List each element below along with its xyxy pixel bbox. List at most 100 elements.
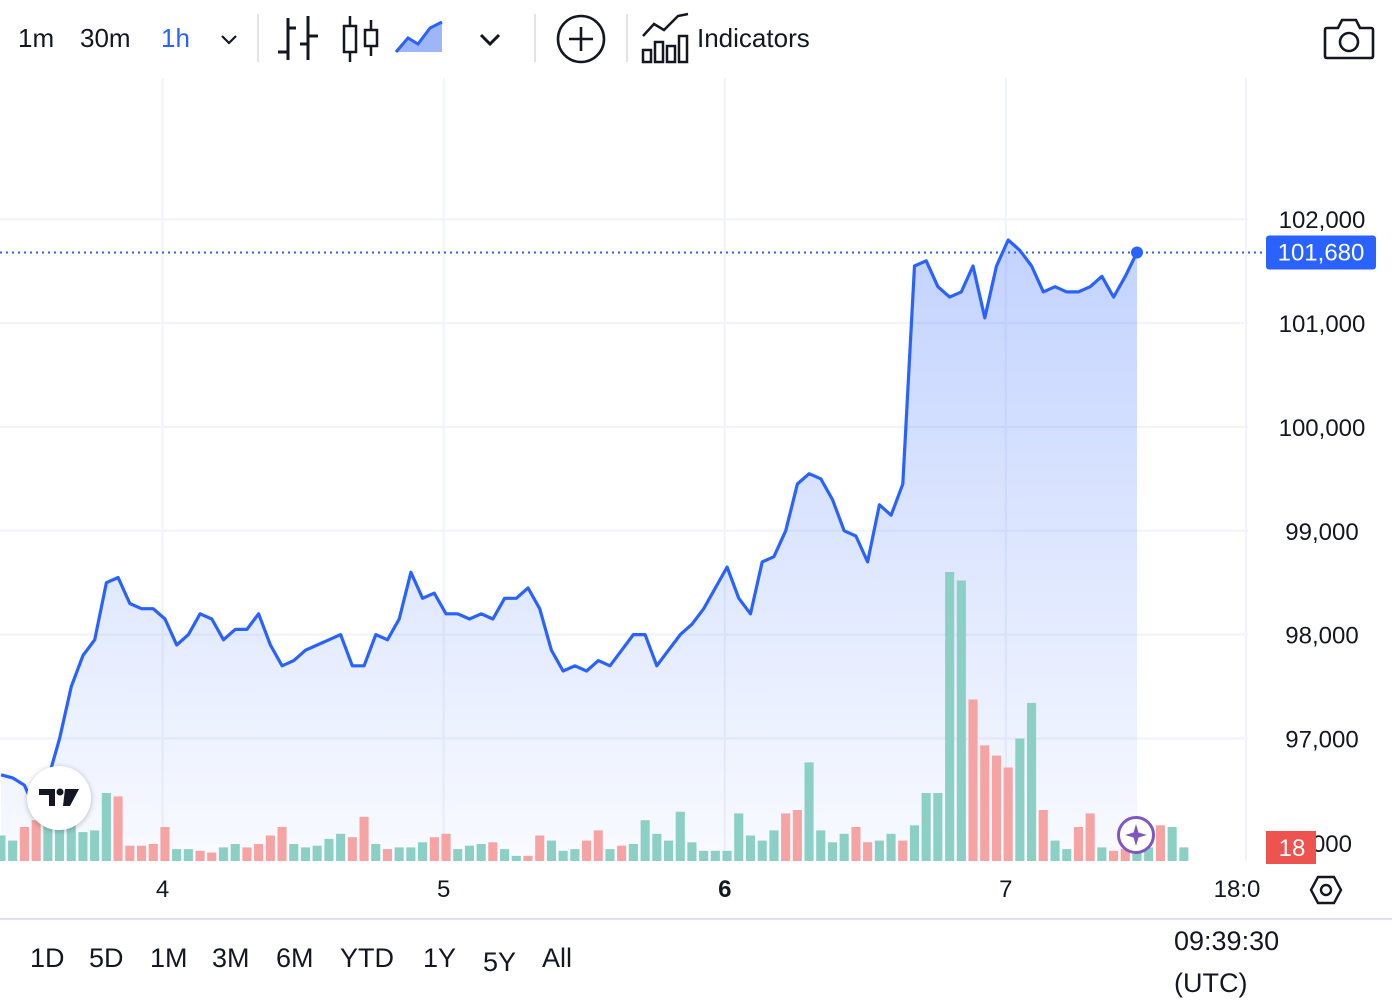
volume-bar [722, 850, 732, 861]
clock-timezone: (UTC) [1174, 968, 1248, 998]
y-tick-label: 101,000 [1279, 311, 1366, 338]
range-1m[interactable]: 1M [150, 943, 188, 973]
price-line [0, 238, 1266, 813]
volume-bar [300, 847, 310, 861]
volume-bar [0, 835, 6, 861]
volume-bar [652, 833, 662, 861]
settings-icon-center [1319, 883, 1333, 897]
volume-bar [734, 813, 744, 861]
toolbar-divider [534, 14, 536, 62]
volume-bar [839, 833, 849, 861]
toolbar-divider [257, 14, 259, 62]
range-all[interactable]: All [542, 943, 573, 973]
volume-bar [1167, 827, 1177, 861]
volume-bar [1073, 827, 1083, 861]
volume-badge-label: 18 [1279, 835, 1306, 862]
volume-bar [230, 844, 240, 861]
range-1y[interactable]: 1Y [423, 943, 457, 973]
x-tick-label: 4 [156, 876, 169, 903]
volume-bar [160, 827, 170, 861]
compare-plus-icon[interactable] [554, 12, 608, 66]
volume-bar [488, 842, 498, 861]
volume-bar [1132, 850, 1142, 861]
bar-chart-style-icon[interactable] [274, 14, 322, 64]
volume-bar [746, 835, 756, 861]
x-tick-label: 7 [999, 876, 1012, 903]
volume-bar [289, 844, 299, 861]
range-5y[interactable]: 5Y [483, 947, 517, 977]
volume-bar [851, 827, 861, 861]
volume-bar [500, 849, 510, 861]
volume-bar [699, 850, 709, 861]
volume-bar [113, 796, 123, 861]
price-area [1, 240, 1137, 861]
volume-bar [570, 849, 580, 861]
sparkle-icon [1125, 824, 1147, 846]
clock[interactable]: 09:39:30 (UTC) [1174, 920, 1279, 1004]
volume-bar [1155, 825, 1165, 861]
price-area-fill [1, 240, 1137, 861]
volume-bar [242, 847, 252, 861]
volume-bar [956, 580, 966, 861]
volume-bar [816, 830, 826, 861]
last-price-marker [1131, 246, 1143, 259]
range-5d[interactable]: 5D [89, 943, 124, 973]
y-tick-label: 97,000 [1285, 726, 1358, 753]
chevron-down-icon[interactable] [476, 28, 504, 52]
volume-bar [863, 842, 873, 861]
volume-bar [453, 849, 463, 861]
range-3m[interactable]: 3M [212, 943, 250, 973]
volume-bar [781, 813, 791, 861]
volume-bar [769, 830, 779, 861]
range-ytd[interactable]: YTD [340, 943, 394, 973]
settings-icon[interactable] [1309, 875, 1343, 905]
volume-bar [980, 745, 990, 861]
range-6m[interactable]: 6M [276, 943, 314, 973]
last-price-badge [1266, 235, 1376, 270]
camera-screenshot-icon[interactable] [1322, 14, 1376, 62]
area-chart-style-icon[interactable] [394, 18, 446, 56]
volume-bar [324, 838, 334, 861]
interval-30m[interactable]: 30m [80, 23, 131, 53]
volume-bar [137, 845, 147, 861]
toolbar-divider [626, 14, 628, 62]
volume-bar [1085, 813, 1095, 861]
chevron-down-icon[interactable] [216, 28, 242, 50]
volume-bar [476, 844, 486, 861]
volume-bar [101, 793, 111, 861]
volume-bar [359, 816, 369, 861]
volume-bar [312, 845, 322, 861]
chart-area[interactable]: 97,000 98,000 99,000 100,000 101,000 102,000 1… [0, 78, 1392, 918]
volume-bar [441, 833, 451, 861]
volume-bar [1120, 849, 1130, 861]
range-1d[interactable]: 1D [30, 943, 65, 973]
volume-bar [886, 833, 896, 861]
volume-bar [909, 825, 919, 861]
candles-chart-style-icon[interactable] [340, 12, 384, 66]
interval-1h[interactable]: 1h [161, 23, 190, 53]
volume-bar [218, 847, 228, 861]
volume-bar [1109, 850, 1119, 861]
tradingview-logo[interactable] [27, 766, 91, 830]
y-axis: 97,000 98,000 99,000 100,000 101,000 102,000 1… [1266, 207, 1376, 864]
clock-time: 09:39:30 [1174, 926, 1280, 956]
volume-bar [347, 837, 357, 861]
volume-bar [933, 793, 943, 861]
interval-1m[interactable]: 1m [18, 23, 55, 53]
volume-bar [1144, 847, 1154, 861]
volume-bar [1003, 767, 1013, 861]
y-tick-label: 99,000 [1285, 519, 1358, 546]
x-axis: 4 5 6 7 18:0 [156, 875, 1343, 905]
settings-icon-hex [1309, 875, 1343, 905]
price-chart[interactable]: 97,000 98,000 99,000 100,000 101,000 102,000 1… [0, 78, 1392, 918]
volume-bar [1027, 702, 1037, 861]
y-tick-label: 100,000 [1279, 415, 1366, 442]
indicators-icon[interactable] [640, 10, 692, 64]
volume-bar [1062, 849, 1072, 861]
volume-bar [19, 827, 29, 861]
volume-bar [640, 820, 650, 861]
volume-bar [675, 811, 685, 861]
indicators-button[interactable]: Indicators [697, 23, 810, 53]
sparkle-assistant-button[interactable] [1117, 816, 1155, 854]
volume-bar [945, 572, 955, 861]
